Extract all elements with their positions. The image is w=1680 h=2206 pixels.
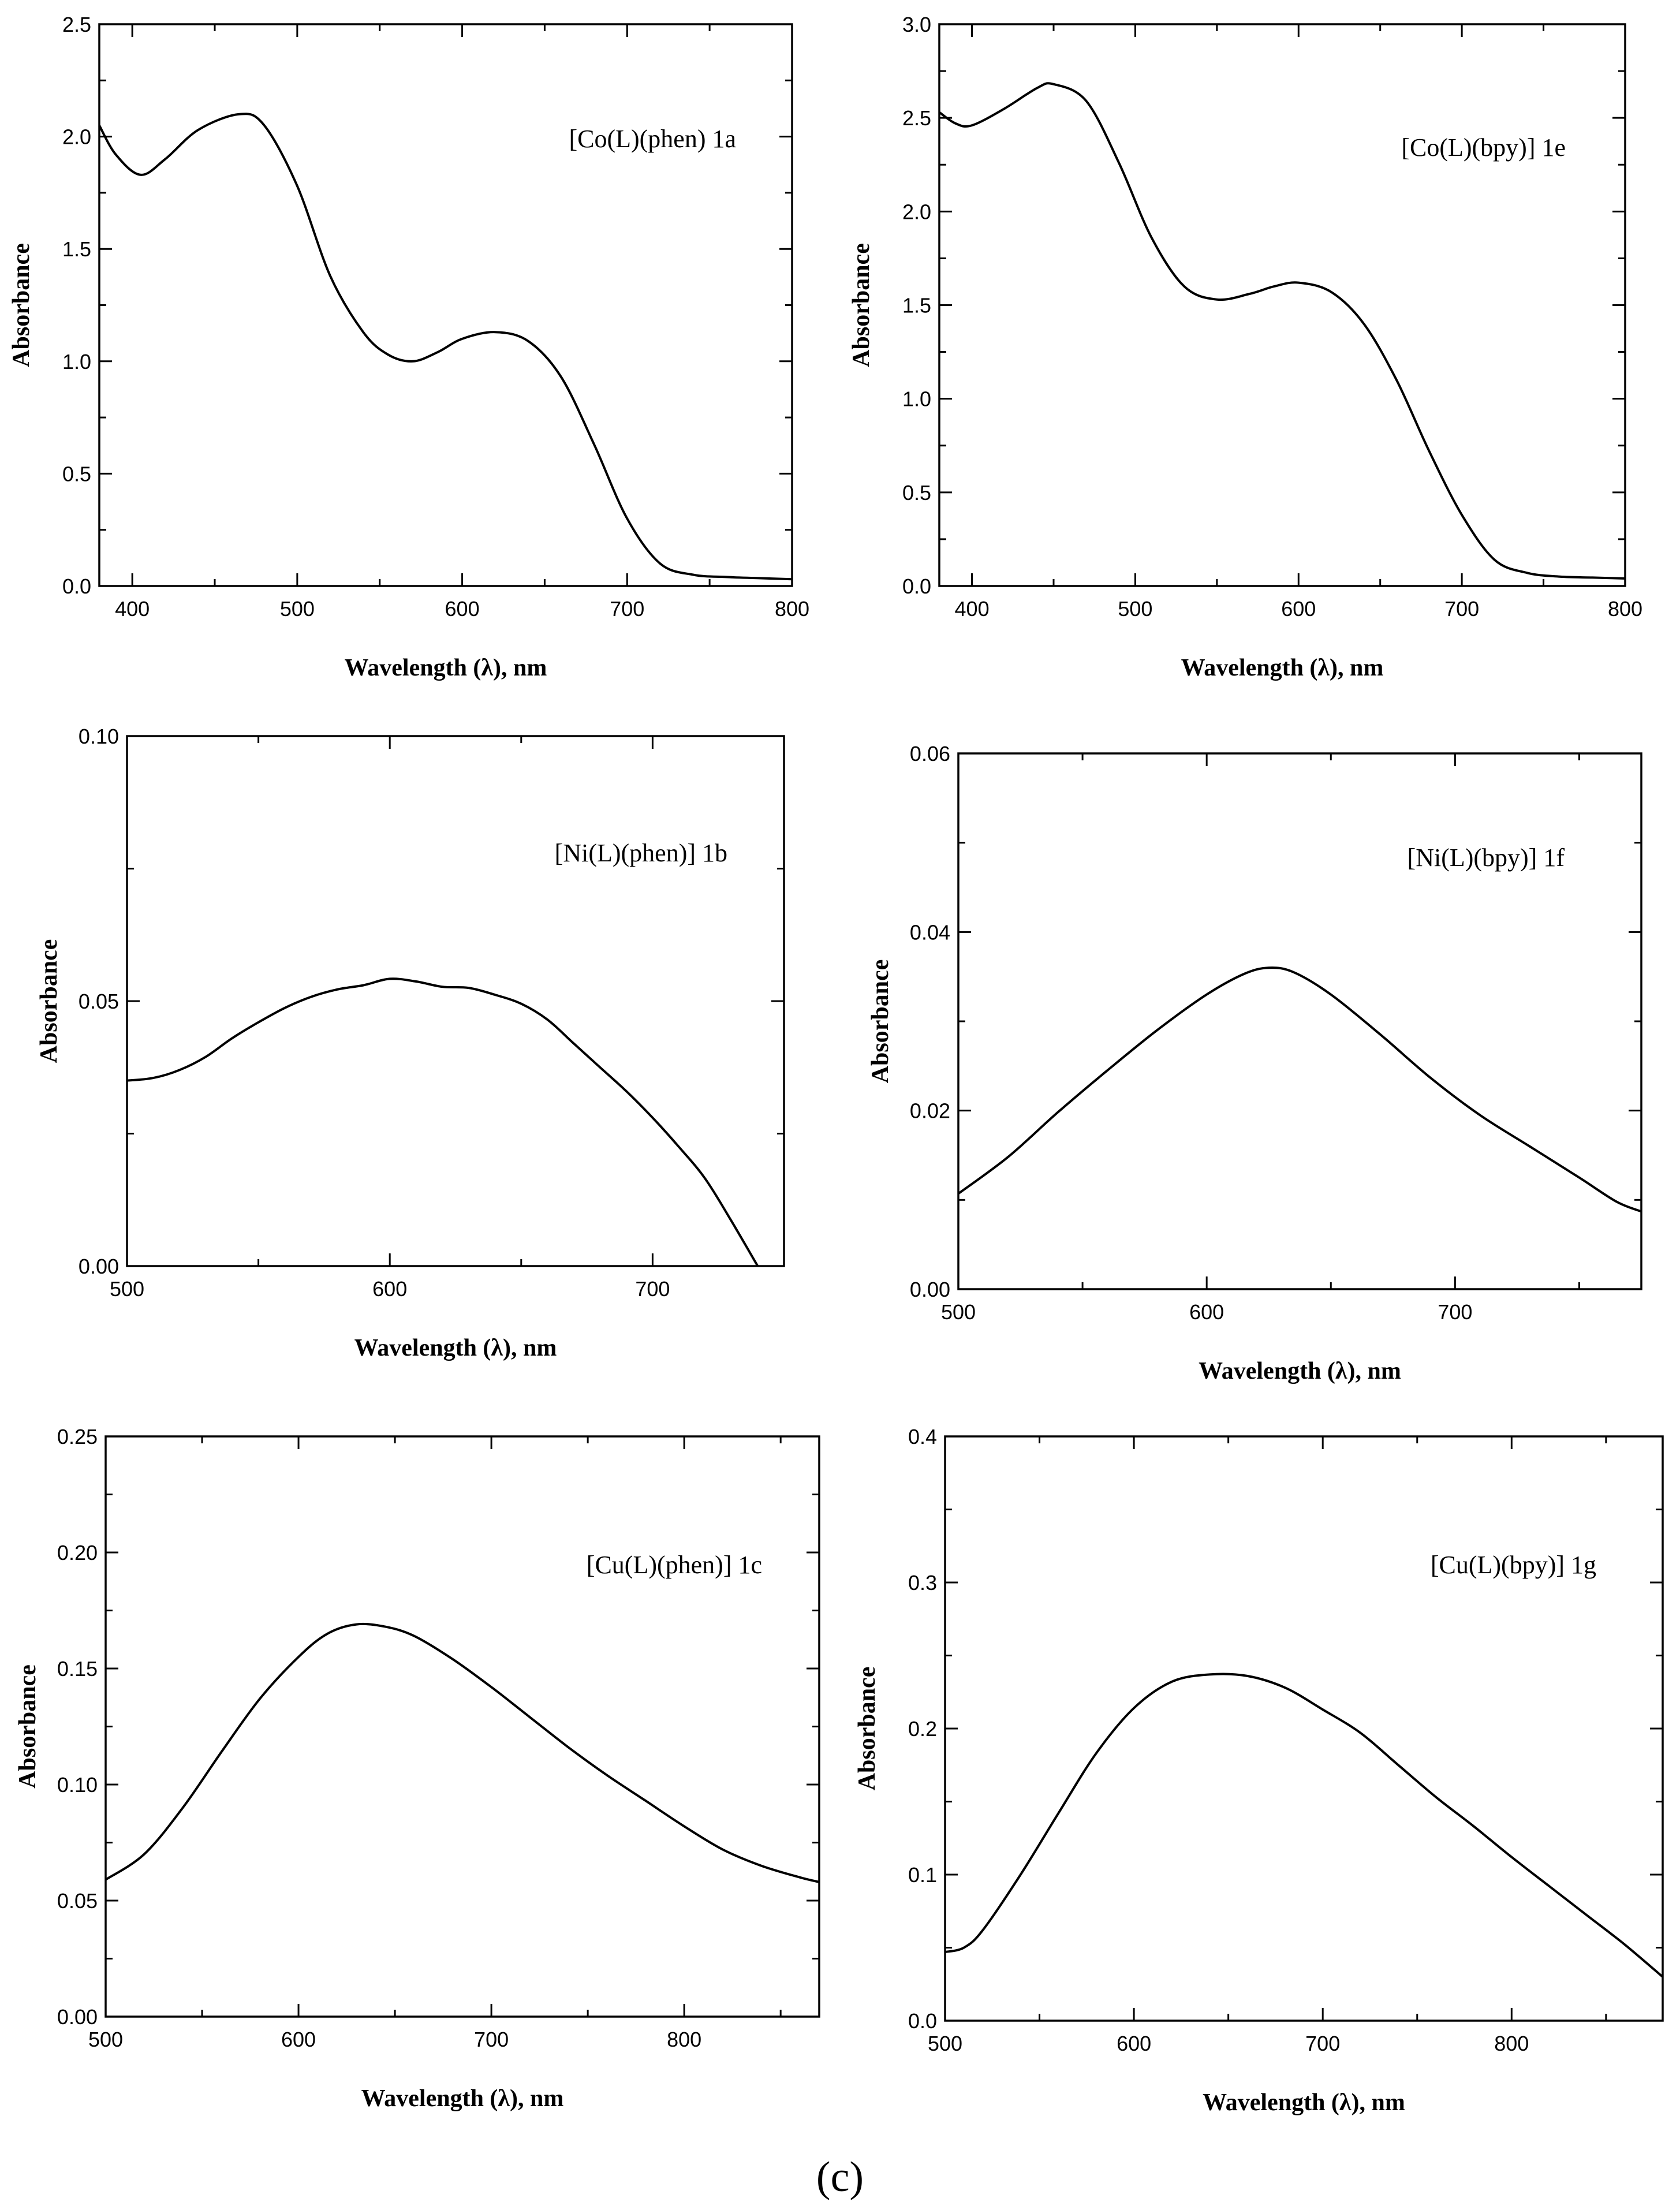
y-tick-label: 0.20 xyxy=(57,1541,98,1565)
chart-ni-bpy: 500 600 700 0.00 0.02 0.04 0.06 Wavelength (λ),… xyxy=(867,742,1642,1384)
y-tick-label: 0.10 xyxy=(57,1773,98,1797)
y-axis-label: Absorbance xyxy=(867,960,894,1084)
x-tick-label: 800 xyxy=(667,2028,701,2051)
y-tick-label: 0.5 xyxy=(62,462,91,486)
y-tick-label: 2.0 xyxy=(62,125,91,149)
x-tick-label: 600 xyxy=(372,1277,407,1301)
y-tick-label: 0.00 xyxy=(79,1255,119,1278)
x-axis-label: Wavelength (λ), nm xyxy=(361,2085,564,2112)
x-tick-label: 700 xyxy=(474,2028,509,2051)
x-tick-label: 600 xyxy=(1189,1300,1224,1324)
y-tick-label: 0.15 xyxy=(57,1657,98,1681)
x-tick-label: 600 xyxy=(445,597,480,621)
series-annotation: [Cu(L)(phen)] 1c xyxy=(587,1551,762,1579)
y-tick-label: 0.02 xyxy=(910,1099,950,1123)
y-tick-label: 0.0 xyxy=(902,574,931,598)
x-tick-label: 700 xyxy=(610,597,644,621)
y-tick-label: 2.5 xyxy=(902,106,931,130)
series-line xyxy=(944,1673,1664,1978)
y-tick-label: 3.0 xyxy=(902,13,931,36)
chart-co-bpy: 400 500 600 700 800 0.0 0.5 1.0 1.5 2.0 2.5 3.0 Wave… xyxy=(848,13,1642,681)
y-tick-label: 0.25 xyxy=(57,1425,98,1449)
y-tick-label: 0.04 xyxy=(910,920,950,944)
y-axis-label: Absorbance xyxy=(848,243,875,367)
y-tick-label: 0.05 xyxy=(57,1889,98,1913)
y-tick-label: 0.0 xyxy=(62,574,91,598)
x-tick-label: 500 xyxy=(88,2028,123,2051)
y-tick-label: 0.05 xyxy=(79,990,119,1013)
series-annotation: [Co(L)(phen) 1a xyxy=(569,125,736,153)
y-tick-label: 1.0 xyxy=(902,387,931,411)
x-axis-label: Wavelength (λ), nm xyxy=(1199,1358,1401,1384)
x-tick-label: 500 xyxy=(1118,597,1152,621)
x-tick-label: 800 xyxy=(775,597,809,621)
y-axis-label: Absorbance xyxy=(36,939,62,1063)
x-tick-label: 700 xyxy=(1444,597,1479,621)
plot-frame xyxy=(104,1435,820,2018)
series-line xyxy=(126,977,759,1267)
x-axis-label: Wavelength (λ), nm xyxy=(354,1335,557,1361)
y-tick-label: 0.00 xyxy=(57,2005,98,2029)
chart-co-phen: 400 500 600 700 800 0.0 0.5 1.0 1.5 2.0 2.5 Wavelen… xyxy=(8,13,809,681)
x-tick-label: 400 xyxy=(115,597,150,621)
chart-cu-phen: 500 600 700 800 0.00 0.05 0.10 0.15 0.20 0.25 Wave… xyxy=(14,1425,820,2112)
plot-frame xyxy=(938,23,1626,587)
y-tick-label: 0.00 xyxy=(910,1278,950,1301)
y-tick-label: 0.10 xyxy=(79,725,119,748)
y-tick-label: 0.2 xyxy=(908,1717,937,1741)
series-line xyxy=(104,1622,820,1883)
y-tick-label: 0.3 xyxy=(908,1571,937,1595)
series-line xyxy=(938,82,1626,580)
x-axis-label: Wavelength (λ), nm xyxy=(1181,655,1384,681)
y-tick-label: 1.0 xyxy=(62,350,91,374)
y-tick-label: 0.1 xyxy=(908,1863,937,1887)
x-axis-label: Wavelength (λ), nm xyxy=(345,655,547,681)
x-tick-label: 500 xyxy=(941,1300,976,1324)
series-line xyxy=(957,966,1642,1213)
plot-frame xyxy=(126,735,785,1267)
x-axis-label: Wavelength (λ), nm xyxy=(1203,2089,1405,2116)
plot-frame xyxy=(957,752,1642,1290)
series-annotation: [Cu(L)(bpy)] 1g xyxy=(1431,1551,1596,1579)
x-tick-label: 500 xyxy=(928,2032,962,2055)
figure-panel-label: (c) xyxy=(816,2153,864,2201)
x-tick-label: 700 xyxy=(1438,1300,1472,1324)
x-tick-label: 600 xyxy=(281,2028,316,2051)
x-tick-label: 800 xyxy=(1608,597,1642,621)
x-tick-label: 500 xyxy=(110,1277,144,1301)
y-tick-label: 1.5 xyxy=(902,294,931,318)
x-tick-label: 400 xyxy=(955,597,990,621)
y-tick-label: 0.0 xyxy=(908,2009,937,2033)
y-tick-label: 0.06 xyxy=(910,742,950,766)
x-tick-label: 800 xyxy=(1494,2032,1529,2055)
x-tick-label: 700 xyxy=(635,1277,670,1301)
y-tick-label: 2.5 xyxy=(62,13,91,36)
chart-ni-phen: 500 600 700 0.00 0.05 0.10 Wavelength (λ), nm A… xyxy=(36,725,785,1361)
series-annotation: [Ni(L)(bpy)] 1f xyxy=(1408,843,1565,872)
series-line xyxy=(98,113,793,581)
y-axis-label: Absorbance xyxy=(14,1664,41,1789)
y-axis-label: Absorbance xyxy=(8,243,35,367)
x-tick-label: 600 xyxy=(1281,597,1316,621)
x-tick-label: 500 xyxy=(280,597,315,621)
chart-cu-bpy: 500 600 700 800 0.0 0.1 0.2 0.3 0.4 Wavelength (λ… xyxy=(854,1425,1664,2116)
y-axis-label: Absorbance xyxy=(854,1667,880,1791)
series-annotation: [Ni(L)(phen)] 1b xyxy=(555,839,727,867)
y-tick-label: 0.4 xyxy=(908,1425,937,1449)
x-tick-label: 700 xyxy=(1305,2032,1340,2055)
plot-frame xyxy=(944,1435,1664,2022)
y-tick-label: 0.5 xyxy=(902,481,931,505)
plot-frame xyxy=(98,23,793,587)
y-tick-label: 1.5 xyxy=(62,237,91,261)
series-annotation: [Co(L)(bpy)] 1e xyxy=(1401,133,1566,162)
y-tick-label: 2.0 xyxy=(902,200,931,223)
x-tick-label: 600 xyxy=(1117,2032,1151,2055)
